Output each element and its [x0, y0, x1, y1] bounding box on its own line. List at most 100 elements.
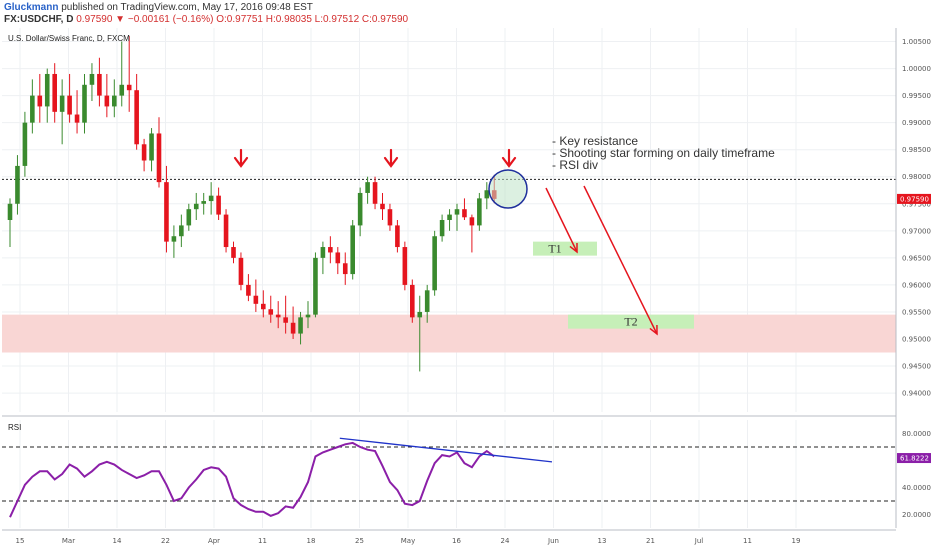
annotation-line: - Key resistance: [552, 134, 638, 148]
candle-body: [149, 133, 154, 161]
x-axis-tick-label: Mar: [62, 537, 75, 545]
candle-body: [97, 73, 102, 96]
candle-body: [447, 214, 452, 220]
candle-body: [193, 203, 199, 210]
candle-body: [104, 95, 110, 107]
annotation-line: - RSI div: [552, 158, 598, 172]
x-axis-tick-label: 11: [258, 537, 267, 545]
candle-body: [112, 95, 117, 107]
rsi-axis-tick-label: 80.0000: [902, 430, 931, 438]
candle-body: [424, 290, 430, 312]
candle-body: [126, 84, 132, 91]
x-axis-tick-label: Jun: [547, 537, 559, 545]
candle-body: [59, 95, 65, 112]
down-arrow-icon: [501, 148, 517, 168]
ohlc-values: O:0.97751 H:0.98035 L:0.97512 C:0.97590: [216, 14, 409, 25]
candle-body: [484, 190, 490, 199]
candle-body: [350, 225, 355, 275]
rsi-axis-tick-label: 40.0000: [902, 484, 931, 492]
annotation-line: - Shooting star forming on daily timefra…: [552, 146, 775, 160]
candle-body: [7, 203, 13, 220]
candle-body: [141, 144, 147, 161]
candle-body: [52, 73, 57, 112]
candle-body: [30, 95, 35, 123]
price-axis-tick-label: 0.95000: [902, 335, 931, 343]
candle-body: [313, 257, 318, 315]
last-price-marker: [897, 193, 931, 204]
candle-body: [417, 311, 423, 318]
price-change: ▼ −0.00161 (−0.16%): [115, 14, 214, 25]
x-axis-tick-label: 13: [598, 537, 607, 545]
rsi-line: [9, 441, 495, 518]
rsi-last-label: 61.8222: [900, 455, 929, 463]
candle-body: [298, 317, 303, 334]
x-axis-tick-label: 18: [307, 537, 316, 545]
candle-body: [186, 209, 192, 226]
candle-body: [477, 198, 482, 226]
candle-body: [342, 263, 348, 275]
price-axis-tick-label: 0.98500: [902, 146, 931, 154]
rsi-title: RSI: [8, 423, 21, 432]
candle-body: [395, 225, 400, 248]
price-axis-tick-label: 0.99000: [902, 119, 931, 127]
candle-body: [208, 195, 214, 202]
author-name[interactable]: Gluckmann: [4, 2, 59, 13]
candle-body: [134, 90, 139, 145]
target-label-t2: T2: [624, 315, 637, 329]
candle-body: [380, 203, 385, 210]
down-arrow-icon: [383, 148, 399, 168]
candle-body: [156, 133, 162, 183]
candle-body: [387, 209, 393, 226]
candle-body: [238, 257, 244, 285]
candle-body: [372, 182, 378, 204]
last-price: 0.97590: [76, 14, 113, 25]
x-axis-tick-label: 22: [161, 537, 170, 545]
x-axis-tick-label: 19: [792, 537, 801, 545]
x-axis-tick-label: 15: [16, 537, 25, 545]
candle-body: [246, 284, 251, 296]
shooting-star-circle: [488, 169, 528, 209]
rsi-pane: [2, 420, 896, 528]
candle-body: [357, 192, 363, 226]
candle-body: [164, 182, 169, 242]
candle-body: [89, 73, 95, 85]
quote-line: FX:USDCHF, D 0.97590 ▼ −0.00161 (−0.16%)…: [4, 14, 408, 25]
candle-body: [439, 220, 445, 237]
x-axis-tick-label: May: [401, 537, 415, 545]
candle-body: [268, 309, 274, 315]
candle-body: [216, 195, 221, 215]
zone-t1: [533, 241, 597, 256]
zone-t2: [568, 314, 694, 329]
candle-body: [320, 247, 326, 258]
candle-body: [22, 122, 28, 166]
candle-body: [119, 84, 125, 96]
projection-arrow-t2-head: [649, 324, 658, 336]
price-axis-tick-label: 0.99500: [902, 92, 931, 100]
x-axis-tick-label: 24: [501, 537, 510, 545]
candle-body: [335, 252, 341, 264]
price-axis-tick-label: 1.00000: [902, 65, 931, 73]
candle-body: [201, 201, 206, 204]
price-axis-tick-label: 0.96000: [902, 281, 931, 289]
candle-body: [469, 217, 475, 226]
chart-title: U.S. Dollar/Swiss Franc, D, FXCM: [8, 34, 130, 43]
candle-body: [44, 73, 50, 107]
rsi-last-marker: [897, 453, 931, 464]
target-label-t1: T1: [548, 242, 561, 256]
candle-body: [410, 284, 415, 318]
publisher-header: Gluckmann published on TradingView.com, …: [4, 2, 313, 13]
candle-body: [37, 95, 43, 107]
zone-support-zone: [2, 314, 896, 353]
candle-body: [462, 209, 467, 218]
candle-body: [261, 303, 266, 310]
candle-body: [67, 95, 72, 115]
symbol-label: FX:USDCHF, D: [4, 14, 74, 25]
candle-body: [328, 247, 333, 253]
x-axis-tick-label: 16: [452, 537, 461, 545]
publish-info: published on TradingView.com, May 17, 20…: [61, 2, 313, 13]
rsi-divergence-line: [339, 437, 553, 463]
x-axis-tick-label: 11: [743, 537, 752, 545]
price-axis-tick-label: 0.97500: [902, 200, 931, 208]
candle-body: [402, 247, 408, 285]
